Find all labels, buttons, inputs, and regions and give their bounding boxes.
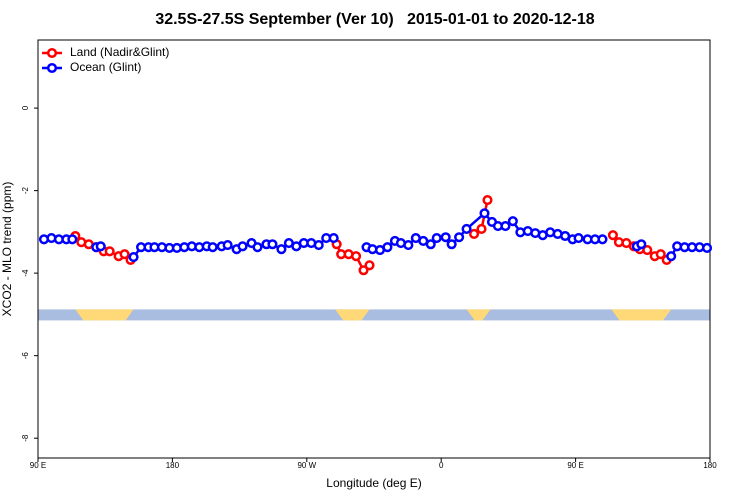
y-tick-label: -2 <box>21 187 30 195</box>
series-point <box>431 233 442 244</box>
legend-marker <box>46 62 58 74</box>
series-point <box>573 233 584 244</box>
x-tick-label: 90 E <box>567 461 583 470</box>
series-point <box>313 240 324 251</box>
series-point <box>454 232 465 243</box>
series-point <box>636 239 647 250</box>
series-point <box>507 216 518 227</box>
land-strip <box>335 309 370 321</box>
series-point <box>104 246 115 257</box>
x-tick-label: 180 <box>703 461 717 470</box>
chart-title: 32.5S-27.5S September (Ver 10) 2015-01-0… <box>155 11 594 28</box>
series-point <box>597 234 608 245</box>
series-point <box>655 249 666 260</box>
series-point <box>364 260 375 271</box>
x-tick-label: 90 E <box>30 461 46 470</box>
series-point <box>701 242 713 254</box>
x-tick-label: 180 <box>166 461 180 470</box>
series-point <box>252 242 263 253</box>
land-strip <box>75 309 134 321</box>
y-tick-label: -8 <box>21 434 30 442</box>
series-point <box>95 241 106 252</box>
y-tick-label: -6 <box>21 352 30 360</box>
series-point <box>128 251 139 263</box>
series-point <box>479 208 490 219</box>
x-tick-label: 90 W <box>297 461 316 470</box>
ocean-strip <box>38 309 710 321</box>
series-point <box>446 239 457 250</box>
series-point <box>67 234 78 245</box>
series-point <box>500 221 511 232</box>
y-axis-label: XCO2 - MLO trend (ppm) <box>0 182 14 317</box>
legend-label: Land (Nadir&Glint) <box>70 45 169 59</box>
legend-marker <box>46 47 58 59</box>
series-point <box>425 239 436 250</box>
series-point <box>382 242 393 253</box>
series-point <box>358 265 369 276</box>
series-point <box>476 223 487 235</box>
series-point <box>469 228 480 239</box>
series-point <box>207 242 218 253</box>
land-strip <box>611 309 672 321</box>
series-point <box>222 240 233 251</box>
series-point <box>267 239 278 250</box>
series-point <box>440 232 451 243</box>
series-point <box>237 241 248 252</box>
x-tick-label: 0 <box>439 461 444 470</box>
series-point <box>482 195 493 206</box>
land-strip <box>466 309 491 321</box>
series-point <box>119 249 130 260</box>
series-point <box>642 244 653 256</box>
series-point <box>666 251 677 262</box>
legend-label: Ocean (Glint) <box>70 60 141 74</box>
series-point <box>403 240 414 251</box>
series-point <box>351 251 362 262</box>
y-tick-label: 0 <box>21 105 30 110</box>
series-point <box>276 244 287 255</box>
series-point <box>461 223 472 235</box>
x-axis-label: Longitude (deg E) <box>326 476 421 490</box>
y-tick-label: -4 <box>21 269 30 277</box>
series-point <box>328 233 339 244</box>
series-point <box>607 230 618 241</box>
